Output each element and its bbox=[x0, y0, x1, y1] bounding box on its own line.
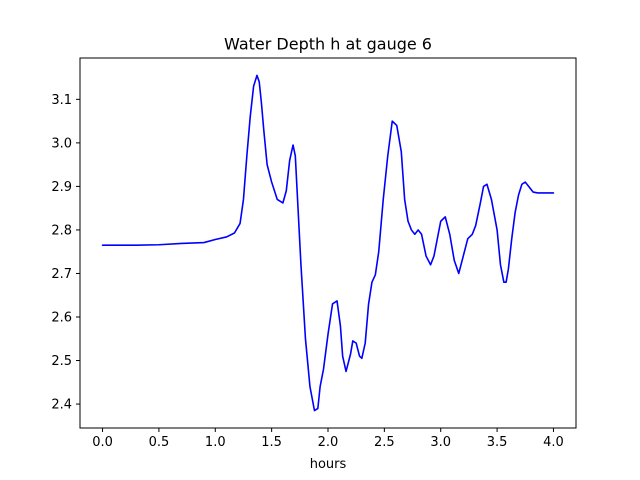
x-tick-label: 4.0 bbox=[543, 435, 564, 450]
y-tick-label: 2.4 bbox=[51, 398, 72, 413]
x-axis-label: hours bbox=[310, 457, 347, 472]
y-tick-label: 2.9 bbox=[51, 180, 72, 195]
x-tick-label: 2.0 bbox=[318, 435, 339, 450]
x-tick-label: 0.5 bbox=[149, 435, 170, 450]
x-tick-label: 1.5 bbox=[261, 435, 282, 450]
x-tick-label: 2.5 bbox=[374, 435, 395, 450]
chart-title: Water Depth h at gauge 6 bbox=[224, 35, 432, 54]
y-tick-label: 2.7 bbox=[51, 267, 72, 282]
x-axis-ticks: 0.0 0.5 1.0 1.5 2.0 2.5 3.0 3.5 4.0 bbox=[92, 428, 564, 450]
y-tick-label: 2.5 bbox=[51, 354, 72, 369]
series-line-0 bbox=[101, 74, 555, 412]
x-tick-label: 0.0 bbox=[92, 435, 113, 450]
y-tick-label: 3.0 bbox=[51, 136, 72, 151]
x-tick-label: 3.5 bbox=[487, 435, 508, 450]
y-tick-label: 3.1 bbox=[51, 93, 72, 108]
y-tick-label: 2.8 bbox=[51, 223, 72, 238]
y-tick-label: 2.6 bbox=[51, 311, 72, 326]
y-axis-ticks: 2.4 2.5 2.6 2.7 2.8 2.9 3.0 3.1 bbox=[51, 93, 80, 413]
x-tick-label: 1.0 bbox=[205, 435, 226, 450]
x-tick-label: 3.0 bbox=[430, 435, 451, 450]
